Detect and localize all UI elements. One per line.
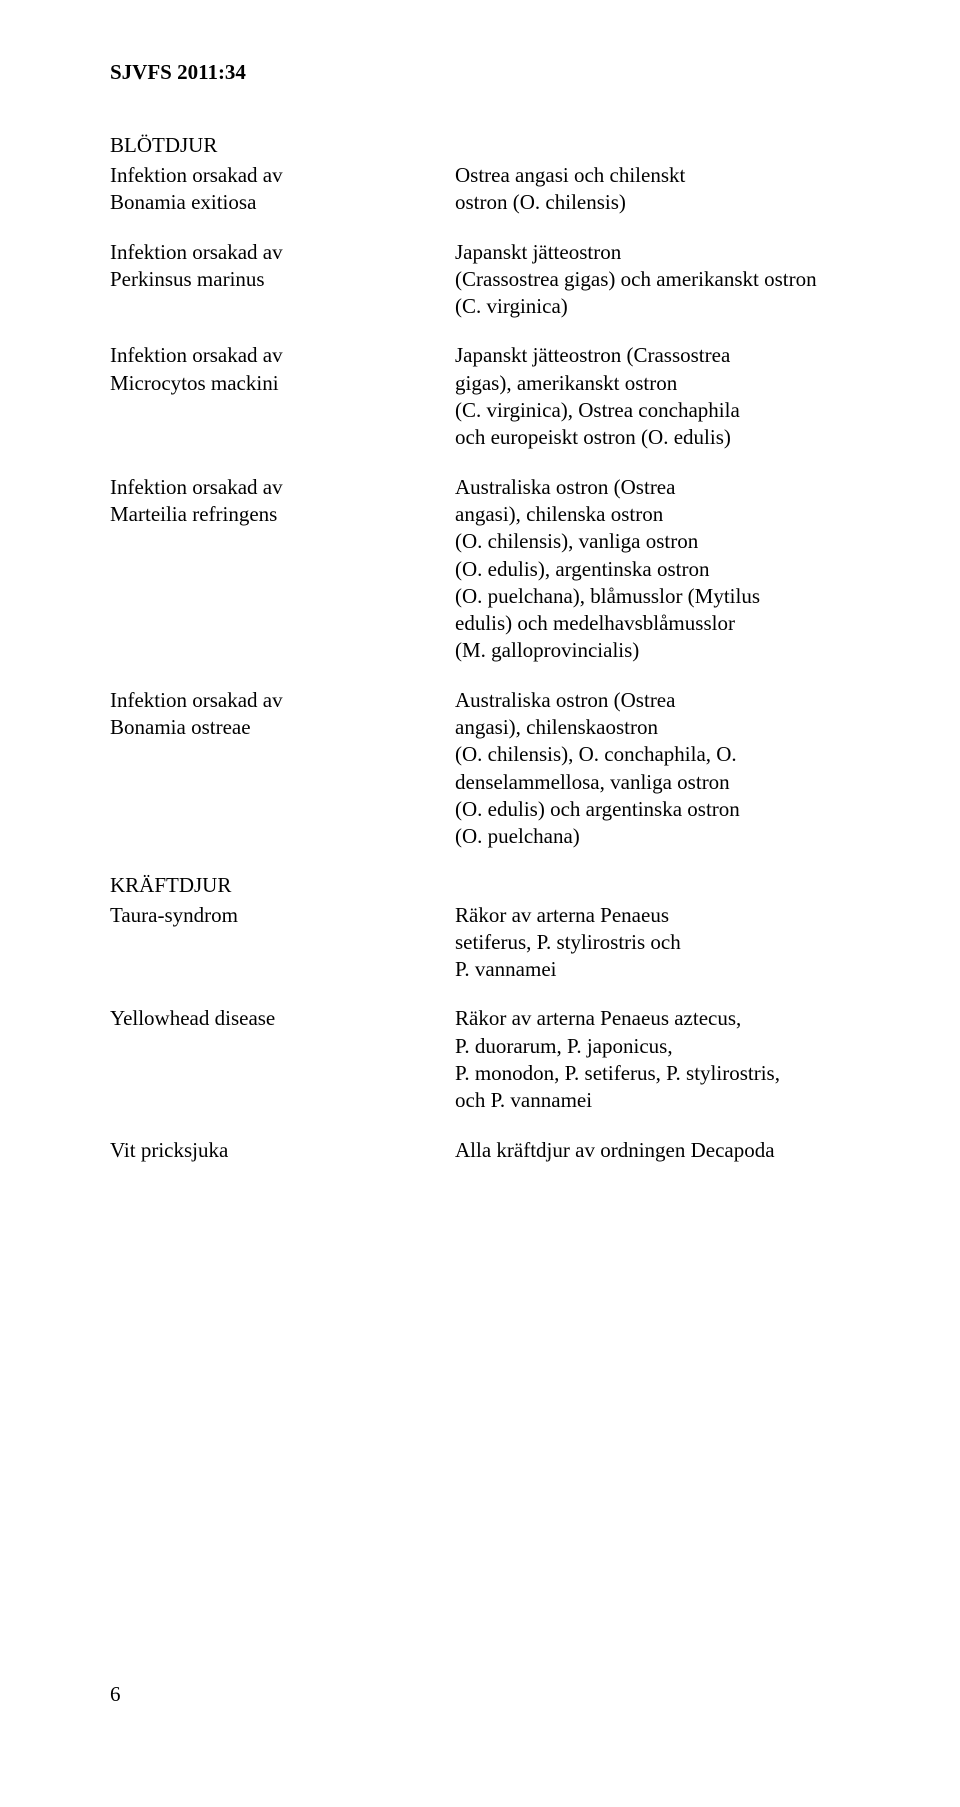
section-heading: KRÄFTDJUR [110, 873, 860, 898]
disease-name: Infektion orsakad av Bonamia exitiosa [110, 162, 455, 217]
section-heading: BLÖTDJUR [110, 133, 860, 158]
page-number: 6 [110, 1682, 121, 1707]
table-row: Infektion orsakad av Bonamia exitiosa Os… [110, 162, 860, 217]
species-list: Japanskt jätteostron (Crassostrea gigas)… [455, 239, 860, 321]
species-list: Japanskt jätteostron (Crassostrea gigas)… [455, 342, 860, 451]
table-row: Yellowhead disease Räkor av arterna Pena… [110, 1005, 860, 1114]
species-list: Alla kräftdjur av ordningen Decapoda [455, 1137, 860, 1164]
table-row: Infektion orsakad av Marteilia refringen… [110, 474, 860, 665]
species-list: Australiska ostron (Ostrea angasi), chil… [455, 687, 860, 851]
disease-name: Vit pricksjuka [110, 1137, 455, 1164]
disease-name: Yellowhead disease [110, 1005, 455, 1032]
disease-name: Infektion orsakad av Marteilia refringen… [110, 474, 455, 529]
species-list: Ostrea angasi och chilenskt ostron (O. c… [455, 162, 860, 217]
table-row: Infektion orsakad av Bonamia ostreae Aus… [110, 687, 860, 851]
table-row: Infektion orsakad av Perkinsus marinus J… [110, 239, 860, 321]
table-row: Vit pricksjuka Alla kräftdjur av ordning… [110, 1137, 860, 1164]
species-list: Räkor av arterna Penaeus aztecus, P. duo… [455, 1005, 860, 1114]
species-list: Räkor av arterna Penaeus setiferus, P. s… [455, 902, 860, 984]
document-header: SJVFS 2011:34 [110, 60, 860, 85]
disease-name: Infektion orsakad av Bonamia ostreae [110, 687, 455, 742]
table-row: Infektion orsakad av Microcytos mackini … [110, 342, 860, 451]
table-row: Taura-syndrom Räkor av arterna Penaeus s… [110, 902, 860, 984]
disease-name: Infektion orsakad av Microcytos mackini [110, 342, 455, 397]
species-list: Australiska ostron (Ostrea angasi), chil… [455, 474, 860, 665]
page: SJVFS 2011:34 BLÖTDJUR Infektion orsakad… [0, 0, 960, 1807]
disease-name: Taura-syndrom [110, 902, 455, 929]
disease-name: Infektion orsakad av Perkinsus marinus [110, 239, 455, 294]
